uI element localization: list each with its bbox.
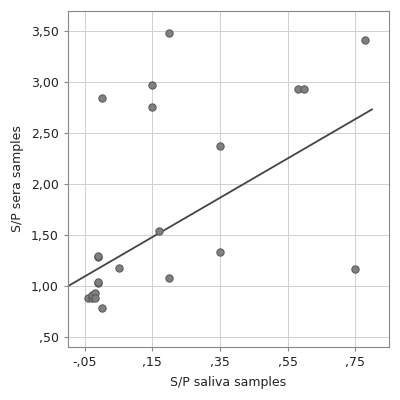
- Point: [95, 253, 102, 260]
- Point: [116, 264, 122, 271]
- Point: [149, 104, 156, 110]
- Point: [92, 290, 98, 296]
- Point: [217, 249, 223, 256]
- Point: [362, 36, 368, 43]
- Point: [88, 292, 95, 298]
- Point: [156, 228, 162, 234]
- Point: [92, 295, 98, 301]
- Point: [95, 254, 102, 260]
- X-axis label: S/P saliva samples: S/P saliva samples: [170, 376, 286, 389]
- Point: [85, 295, 92, 301]
- Point: [98, 305, 105, 312]
- Point: [217, 143, 223, 150]
- Point: [88, 295, 95, 301]
- Point: [149, 82, 156, 88]
- Point: [166, 30, 172, 37]
- Point: [95, 280, 102, 286]
- Point: [301, 86, 308, 93]
- Y-axis label: S/P sera samples: S/P sera samples: [11, 126, 24, 232]
- Point: [95, 278, 102, 285]
- Point: [352, 265, 358, 272]
- Point: [166, 274, 172, 281]
- Point: [294, 86, 301, 93]
- Point: [98, 94, 105, 101]
